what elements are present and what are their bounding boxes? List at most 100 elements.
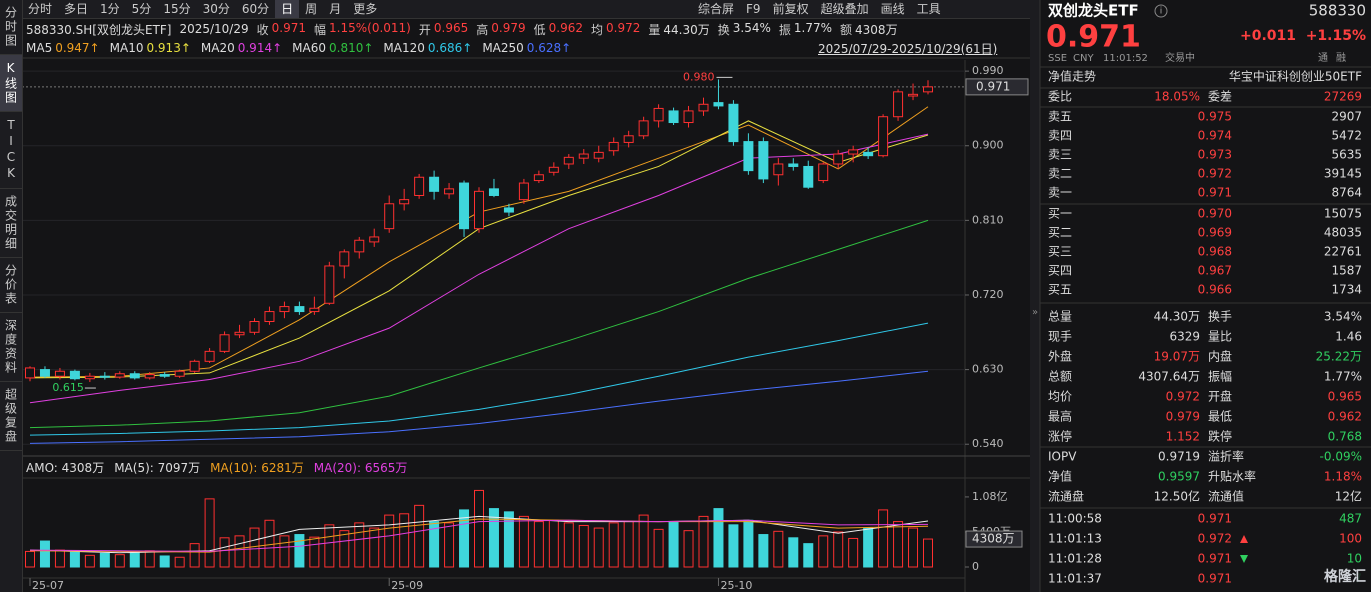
volume-legend-item: MA(10): 6281万 [210,460,304,475]
side-tab[interactable]: 超级复盘 [0,382,22,451]
candle-body [743,141,754,172]
side-tab[interactable]: K线图 [0,55,22,112]
tab[interactable]: 60分 [241,2,270,16]
quote-value: 0.979 [491,20,526,35]
tick-price: 0.971 [1198,572,1232,586]
stat-value: 12.50亿 [1154,489,1200,504]
ma-label: MA20 [200,41,235,55]
candle-body [264,311,275,323]
tab[interactable]: 日 [275,0,300,18]
ma-value: 0.913↑ [146,41,191,55]
tab[interactable]: 周 [305,2,318,16]
date-range[interactable]: 2025/07/29-2025/10/29(61日) [818,42,998,56]
tool-button[interactable]: 工具 [916,2,941,16]
tool-button[interactable]: 超级叠加 [820,2,869,16]
tools: 综合屏 F9 前复权 超级叠加 画线 工具 [692,0,947,18]
tick-price: 0.972 [1198,532,1232,546]
book-volume: 5472 [1331,129,1362,143]
book-price: 0.972 [1198,167,1232,181]
volume-bar [638,514,649,568]
volume-bar [324,524,335,568]
candle-body [84,375,95,380]
tab[interactable]: 多日 [64,2,89,16]
tool-button[interactable]: 综合屏 [698,2,735,16]
tab[interactable]: 5分 [131,2,152,16]
candle-body [25,367,35,379]
info-icon[interactable] [1154,4,1168,18]
candle-body [893,91,904,118]
candle-body [878,116,889,157]
book-label: 买二 [1048,226,1072,240]
volume-bar [803,543,814,568]
tab[interactable]: 1分 [100,2,120,16]
stat-value: 1.152 [1166,430,1200,444]
label: 委比 [1048,90,1072,104]
y-tick-label: 0.810 [972,213,1004,226]
book-price: 0.970 [1198,207,1232,221]
side-tab[interactable]: 分价表 [0,258,22,313]
ma-legend-item: MA10 0.913↑ [110,41,191,55]
candle-body [339,251,350,267]
candle-body [234,331,245,336]
badge: 融 [1336,52,1346,64]
book-label: 卖五 [1048,110,1072,124]
tick-time: 11:01:13 [1048,532,1102,546]
ma-value: 0.947↑ [55,41,100,55]
candle-body [923,86,933,93]
stat-label: 开盘 [1208,389,1232,404]
candle-body [593,151,604,159]
stat-label: 最低 [1208,410,1232,424]
candle-body [159,374,170,377]
stat-value: 0.768 [1328,430,1362,444]
quote-value: 3.54% [732,20,771,35]
volume-bar [623,521,634,568]
side-tab[interactable]: TICK [0,112,22,189]
book-price: 0.975 [1198,110,1232,124]
tool-button[interactable]: 前复权 [772,2,809,16]
tab[interactable]: 30分 [202,2,230,16]
candle-body [563,156,574,165]
candle-body [114,373,125,378]
stat-label: 流通盘 [1048,489,1084,504]
volume-bar [503,511,514,568]
book-volume: 1734 [1331,283,1362,297]
quote-label: 振 [778,22,791,37]
volume-bar [743,519,754,568]
tool-button[interactable]: F9 [746,2,761,16]
toolbar: 分时 多日 1分 5分 15分 30分 60分日周月更多 综合屏 F9 前复权 超级叠加 画线 工具 [22,0,1030,19]
tab[interactable]: 月 [329,2,342,16]
stat-value: 6329 [1169,330,1200,344]
quote-label: 收 [256,22,269,37]
volume-bar [863,527,874,568]
candle-body [294,306,305,313]
quote-label: 低 [533,22,546,37]
candle-body [653,107,664,122]
tick-arrow [1240,535,1248,543]
volume-bar [174,556,185,568]
splitter[interactable] [1030,0,1040,592]
stat-value: 0.979 [1166,410,1200,424]
stat-value: 0.9719 [1158,450,1200,464]
tab[interactable]: 更多 [353,2,378,16]
tab[interactable]: 分时 [28,2,53,16]
volume-bar [893,521,904,568]
volume-bar [189,543,200,568]
stat-label: 现手 [1048,330,1072,344]
candle-body [503,207,514,213]
stat-label: 升贴水率 [1208,469,1256,484]
ma-value: 0.914↑ [237,41,283,55]
candle-body [54,370,65,377]
side-tab[interactable]: 分时图 [0,0,22,55]
stat-label: 跌停 [1208,429,1232,444]
candle-body [608,141,619,152]
stat-value: 1.46 [1335,330,1362,344]
stat-label: 总量 [1048,310,1072,324]
tab[interactable]: 15分 [163,2,191,16]
ma-legend-item: MA120 0.686↑ [383,41,472,55]
tool-button[interactable]: 画线 [880,2,905,16]
side-tab[interactable]: 深度资料 [0,313,22,382]
x-tick-label: 25-07 [32,579,64,592]
quote-value: 0.962 [548,20,583,35]
side-tab[interactable]: 成交明细 [0,189,22,258]
candle-body [144,374,155,379]
